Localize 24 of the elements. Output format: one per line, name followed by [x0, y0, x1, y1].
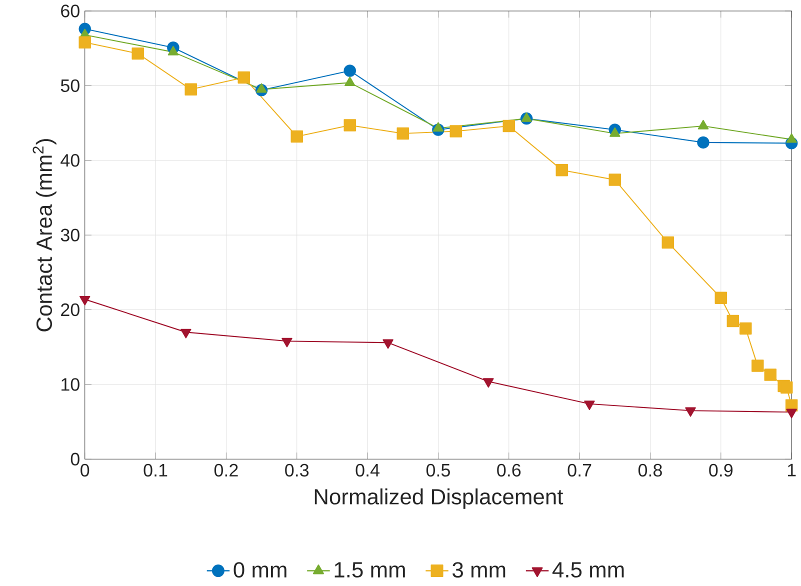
- x-tick-label: 0.5: [426, 464, 450, 477]
- x-tick-label: 0: [80, 464, 90, 477]
- y-tick-label: 50: [60, 79, 80, 92]
- x-tick-label: 0.6: [497, 464, 521, 477]
- y-tick-label: 60: [61, 4, 80, 18]
- y-tick-label: 30: [60, 228, 80, 242]
- x-tick-label: 1: [788, 464, 796, 476]
- x-tick-label: 0.2: [214, 464, 238, 477]
- y-tick-label: 40: [60, 154, 80, 167]
- legend-label: 4.5 mm: [552, 562, 624, 578]
- x-tick-label: 0.8: [638, 464, 662, 477]
- y-tick-label: 10: [62, 378, 80, 391]
- legend-label: 0 mm: [234, 562, 286, 578]
- x-tick-label: 0.4: [356, 464, 380, 477]
- y-tick-label: 0: [70, 452, 80, 466]
- y-tick-label: 20: [61, 303, 80, 316]
- x-axis-title: Normalized Displacement: [314, 488, 564, 509]
- x-tick-label: 0.3: [285, 464, 309, 477]
- x-tick-label: 0.7: [568, 464, 592, 477]
- legend-label: 3 mm: [452, 562, 506, 578]
- x-tick-label: 0.9: [709, 464, 733, 477]
- legend-label: 1.5 mm: [334, 562, 405, 578]
- x-tick-label: 0.1: [144, 464, 168, 477]
- y-axis-title: Contact Area (mm$^{2}$): [32, 139, 56, 332]
